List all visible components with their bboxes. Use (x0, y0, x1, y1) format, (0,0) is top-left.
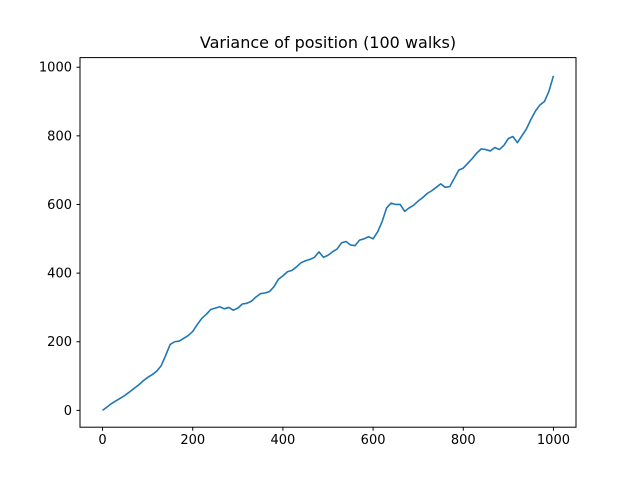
y-tick-label: 600 (47, 198, 72, 213)
x-tick-label: 600 (361, 433, 386, 448)
y-tick-label: 400 (47, 267, 72, 282)
series-line (102, 75, 555, 412)
x-tick-label: 1000 (537, 433, 570, 448)
x-axis: 0 200 400 600 800 1000 (98, 427, 570, 448)
y-axis: 0 200 400 600 800 1000 (39, 61, 80, 419)
x-tick-label: 0 (98, 433, 106, 448)
y-tick-label: 800 (47, 129, 72, 144)
plot-frame (79, 57, 577, 428)
y-tick-label: 0 (64, 404, 72, 419)
x-tick-label: 400 (270, 433, 295, 448)
series-group (102, 75, 555, 412)
y-tick-label: 200 (47, 335, 72, 350)
x-tick-label: 800 (451, 433, 476, 448)
y-tick-label: 1000 (39, 61, 72, 76)
chart-title: Variance of position (100 walks) (200, 33, 456, 52)
x-tick-label: 200 (180, 433, 205, 448)
